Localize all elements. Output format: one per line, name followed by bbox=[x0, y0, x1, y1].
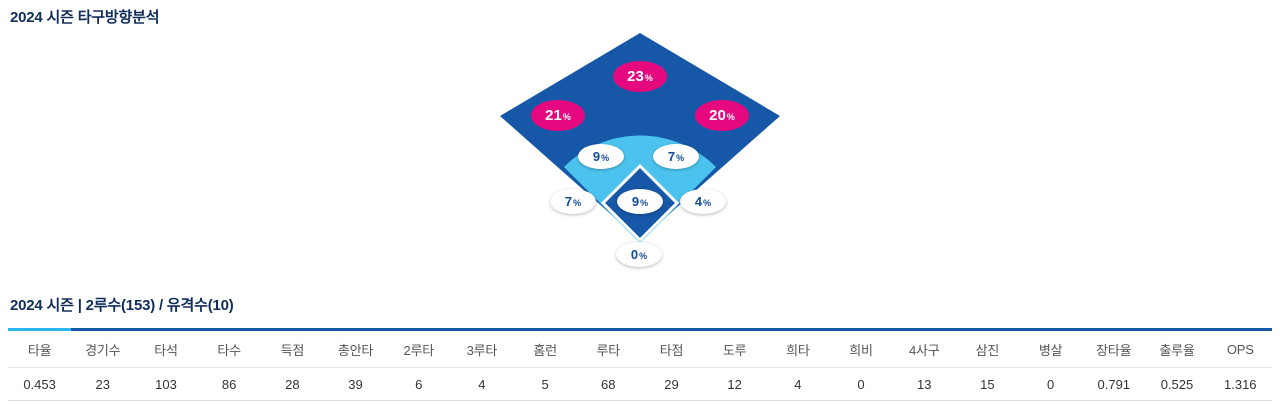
stats-col-header: 장타율 bbox=[1082, 331, 1146, 368]
stats-cell: 0 bbox=[1019, 367, 1083, 401]
zone-bubble-infield-center: 9% bbox=[617, 189, 663, 214]
stats-cell: 0.791 bbox=[1082, 367, 1146, 401]
stats-col-header: 루타 bbox=[576, 331, 640, 368]
stats-col-header: 타수 bbox=[197, 331, 261, 368]
table-top-border bbox=[8, 328, 1272, 331]
stats-col-header: 출루율 bbox=[1145, 331, 1209, 368]
percent-sign: % bbox=[562, 112, 571, 122]
stats-cell: 103 bbox=[134, 367, 198, 401]
stats-cell: 0 bbox=[829, 367, 893, 401]
stats-col-header: 득점 bbox=[260, 331, 324, 368]
zone-bubble-center-outfield: 23% bbox=[613, 61, 667, 92]
stats-col-header: 홈런 bbox=[513, 331, 577, 368]
zone-value: 7 bbox=[564, 194, 573, 209]
stats-col-header: 타석 bbox=[134, 331, 198, 368]
stats-cell: 68 bbox=[576, 367, 640, 401]
table-top-border-accent bbox=[8, 328, 71, 331]
percent-sign: % bbox=[644, 73, 653, 83]
stats-table: 타율 경기수 타석 타수 득점 총안타 2루타 3루타 홈런 루타 타점 도루 희타 희비 4사구 삼진 병살 장… bbox=[8, 331, 1272, 401]
stats-header-row: 타율 경기수 타석 타수 득점 총안타 2루타 3루타 홈런 루타 타점 도루 희타 희비 4사구 삼진 병살 장… bbox=[8, 331, 1272, 368]
zone-bubble-infield-right: 4% bbox=[680, 189, 726, 214]
stats-cell: 15 bbox=[955, 367, 1019, 401]
stats-cell: 39 bbox=[323, 367, 388, 401]
section-title: 2024 시즌 | 2루수(153) / 유격수(10) bbox=[10, 297, 234, 314]
stats-col-header: 희비 bbox=[829, 331, 893, 368]
stats-col-header: 타점 bbox=[639, 331, 704, 368]
zone-bubble-left-outfield: 21% bbox=[531, 100, 585, 131]
stats-col-header: 3루타 bbox=[450, 331, 514, 368]
stats-cell: 5 bbox=[513, 367, 577, 401]
stats-cell: 0.453 bbox=[8, 367, 72, 401]
stats-col-header: 희타 bbox=[766, 331, 830, 368]
stats-cell: 29 bbox=[639, 367, 704, 401]
page-title: 2024 시즌 타구방향분석 bbox=[10, 9, 160, 26]
zone-value: 9 bbox=[592, 149, 601, 164]
stats-cell: 13 bbox=[892, 367, 956, 401]
stats-col-header: 경기수 bbox=[71, 331, 135, 368]
stats-col-header: 삼진 bbox=[955, 331, 1019, 368]
stats-cell: 23 bbox=[71, 367, 135, 401]
stats-col-header: 도루 bbox=[703, 331, 767, 368]
percent-sign: % bbox=[601, 153, 610, 163]
stats-cell: 4 bbox=[766, 367, 830, 401]
stats-col-header: 총안타 bbox=[323, 331, 388, 368]
stats-col-header: 4사구 bbox=[892, 331, 956, 368]
stats-cell: 12 bbox=[703, 367, 767, 401]
stats-cell: 6 bbox=[387, 367, 451, 401]
stats-col-header: OPS bbox=[1208, 331, 1272, 368]
zone-value: 23 bbox=[627, 68, 644, 85]
zone-value: 20 bbox=[709, 107, 726, 124]
percent-sign: % bbox=[640, 198, 649, 208]
stats-table-container: 타율 경기수 타석 타수 득점 총안타 2루타 3루타 홈런 루타 타점 도루 희타 희비 4사구 삼진 병살 장… bbox=[8, 328, 1272, 401]
spray-chart: 23% 21% 20% 9% 7% 7% 9% 4% 0% bbox=[480, 28, 800, 283]
zone-bubble-infield-left: 7% bbox=[550, 189, 596, 214]
stats-cell: 1.316 bbox=[1208, 367, 1272, 401]
percent-sign: % bbox=[573, 198, 582, 208]
zone-bubble-infield-upper-left: 9% bbox=[578, 144, 624, 169]
zone-value: 9 bbox=[631, 194, 640, 209]
stats-col-header: 2루타 bbox=[387, 331, 451, 368]
percent-sign: % bbox=[703, 198, 712, 208]
stats-cell: 0.525 bbox=[1145, 367, 1209, 401]
stats-cell: 86 bbox=[197, 367, 261, 401]
stats-col-header: 병살 bbox=[1019, 331, 1083, 368]
zone-value: 0 bbox=[630, 247, 639, 262]
percent-sign: % bbox=[726, 112, 735, 122]
zone-bubble-infield-upper-right: 7% bbox=[653, 144, 699, 169]
stats-cell: 4 bbox=[450, 367, 514, 401]
percent-sign: % bbox=[639, 251, 648, 261]
zone-bubble-right-outfield: 20% bbox=[695, 100, 749, 131]
stats-col-header: 타율 bbox=[8, 331, 72, 368]
zone-bubble-home: 0% bbox=[616, 242, 662, 267]
zone-value: 7 bbox=[667, 149, 676, 164]
stats-value-row: 0.453 23 103 86 28 39 6 4 5 68 29 12 4 0 13 15 0 0.791 0.5… bbox=[8, 367, 1272, 401]
zone-value: 21 bbox=[545, 107, 562, 124]
zone-value: 4 bbox=[694, 194, 703, 209]
stats-cell: 28 bbox=[260, 367, 324, 401]
percent-sign: % bbox=[676, 153, 685, 163]
